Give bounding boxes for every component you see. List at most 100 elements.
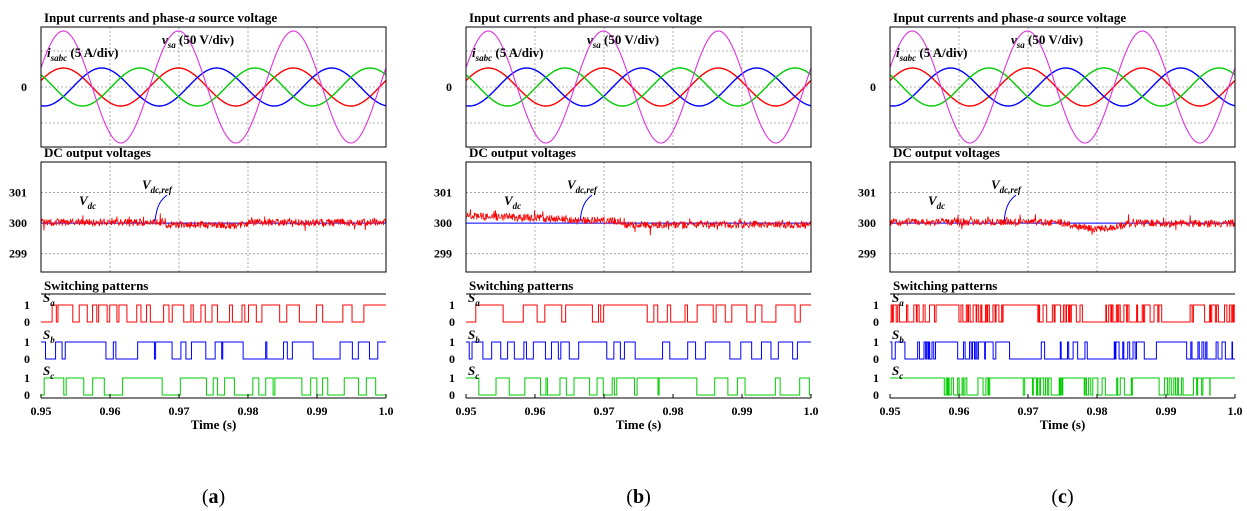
x-tick-label: 0.97 <box>1018 404 1039 418</box>
dc-tick-label: 301 <box>9 186 27 200</box>
x-tick-label: 0.97 <box>594 404 615 418</box>
dc-panel-title: DC output voltages <box>893 145 1000 160</box>
switch-level-0: 0 <box>449 388 455 402</box>
phase-b-current-line <box>889 67 1236 107</box>
phase-c-current-line <box>40 67 387 107</box>
vdc-line <box>465 209 812 236</box>
x-tick-label: 0.95 <box>880 404 901 418</box>
x-tick-label: 0.99 <box>732 404 753 418</box>
switch-level-1: 1 <box>449 335 455 349</box>
switch-level-1: 1 <box>873 335 879 349</box>
switch-level-1: 1 <box>24 335 30 349</box>
vdc-ref-label: Vdc,ref <box>142 177 173 195</box>
switch-level-0: 0 <box>873 315 879 329</box>
switch-label-sa: Sa <box>892 290 904 308</box>
current-annotation: isabc (5 A/div) <box>896 45 967 63</box>
dc-plot-frame <box>889 161 1236 273</box>
x-tick-label: 0.98 <box>663 404 684 418</box>
switch-level-0: 0 <box>449 315 455 329</box>
currents-plot-frame <box>40 26 387 148</box>
switching-panel-title: Switching patterns <box>44 278 148 293</box>
dc-plot-frame <box>40 161 387 273</box>
phase-a-current-line <box>465 67 812 107</box>
vdc-ref-pointer <box>579 194 593 222</box>
subfigure-label: (a) <box>202 486 225 508</box>
x-axis-label: Time (s) <box>616 417 662 432</box>
x-tick-label: 0.98 <box>1087 404 1108 418</box>
sc-switching-trace <box>890 377 1235 396</box>
dc-tick-label: 299 <box>9 247 27 261</box>
source-voltage-line <box>40 30 387 144</box>
subfigure-a: Input currents and phase-a source voltag… <box>9 10 394 508</box>
subfigure-b: Input currents and phase-a source voltag… <box>434 10 819 508</box>
vdc-label: Vdc <box>928 193 945 211</box>
currents-panel-title: Input currents and phase-a source voltag… <box>44 10 277 25</box>
subfigure-label: (c) <box>1051 486 1073 508</box>
dc-tick-label: 299 <box>858 247 876 261</box>
subfigure-c: Input currents and phase-a source voltag… <box>858 10 1243 508</box>
switch-level-0: 0 <box>449 352 455 366</box>
dc-panel-title: DC output voltages <box>44 145 151 160</box>
x-axis-label: Time (s) <box>191 417 237 432</box>
switch-label-sc: Sc <box>43 363 54 381</box>
x-tick-label: 0.97 <box>169 404 190 418</box>
vdc-ref-pointer <box>1003 194 1017 222</box>
currents-plot-frame <box>889 26 1236 148</box>
switch-label-sc: Sc <box>468 363 479 381</box>
phase-b-current-line <box>40 67 387 107</box>
x-tick-label: 0.96 <box>949 404 970 418</box>
x-tick-label: 0.96 <box>100 404 121 418</box>
currents-zero-label: 0 <box>870 80 876 94</box>
x-axis-label: Time (s) <box>1040 417 1086 432</box>
sa-switching-trace <box>466 304 811 323</box>
dc-tick-label: 301 <box>434 186 452 200</box>
sa-switching-trace <box>41 304 386 323</box>
source-voltage-line <box>889 30 1236 144</box>
voltage-annotation: vsa (50 V/div) <box>162 32 234 50</box>
x-tick-label: 0.95 <box>31 404 52 418</box>
dc-tick-label: 300 <box>434 216 452 230</box>
switch-level-0: 0 <box>24 388 30 402</box>
switch-label-sb: Sb <box>892 327 904 345</box>
switch-level-1: 1 <box>449 371 455 385</box>
dc-tick-label: 299 <box>434 247 452 261</box>
current-annotation: isabc (5 A/div) <box>472 45 543 63</box>
x-tick-label: 1.0 <box>379 404 394 418</box>
x-tick-label: 0.95 <box>456 404 477 418</box>
vdc-ref-label: Vdc,ref <box>991 177 1022 195</box>
sb-switching-trace <box>890 341 1235 360</box>
x-tick-label: 1.0 <box>1228 404 1243 418</box>
dc-tick-label: 300 <box>858 216 876 230</box>
x-tick-label: 1.0 <box>804 404 819 418</box>
subfigure-label: (b) <box>626 486 650 508</box>
currents-plot-frame <box>465 26 812 148</box>
switching-panel-title: Switching patterns <box>893 278 997 293</box>
phase-c-current-line <box>465 67 812 107</box>
switch-label-sa: Sa <box>468 290 480 308</box>
phase-c-current-line <box>889 67 1236 107</box>
currents-zero-label: 0 <box>21 80 27 94</box>
switch-level-1: 1 <box>873 298 879 312</box>
dc-tick-label: 300 <box>9 216 27 230</box>
sc-switching-trace <box>41 377 386 396</box>
switch-level-1: 1 <box>873 371 879 385</box>
x-tick-label: 0.98 <box>238 404 259 418</box>
x-tick-label: 0.96 <box>525 404 546 418</box>
sa-switching-trace <box>890 304 1235 323</box>
sb-switching-trace <box>41 341 386 360</box>
dc-panel-title: DC output voltages <box>469 145 576 160</box>
currents-panel-title: Input currents and phase-a source voltag… <box>893 10 1126 25</box>
vdc-line <box>40 213 387 231</box>
switch-level-0: 0 <box>873 388 879 402</box>
phase-a-current-line <box>889 67 1236 107</box>
vdc-ref-label: Vdc,ref <box>567 177 598 195</box>
switch-level-0: 0 <box>24 352 30 366</box>
switch-level-1: 1 <box>24 371 30 385</box>
currents-panel-title: Input currents and phase-a source voltag… <box>469 10 702 25</box>
switch-level-0: 0 <box>24 315 30 329</box>
dc-plot-frame <box>465 161 812 273</box>
x-tick-label: 0.99 <box>1156 404 1177 418</box>
switch-level-0: 0 <box>873 352 879 366</box>
x-tick-label: 0.99 <box>307 404 328 418</box>
